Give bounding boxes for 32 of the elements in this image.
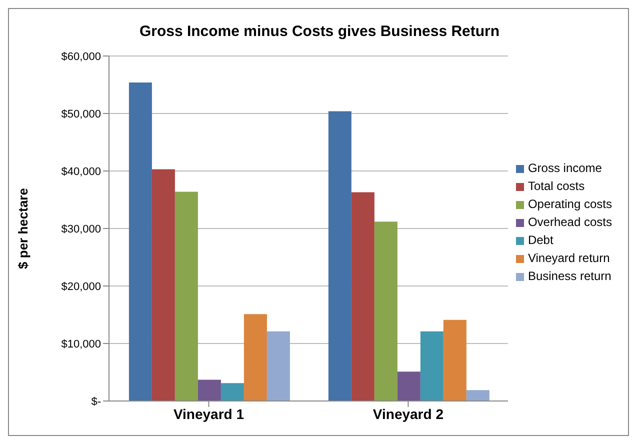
bar — [244, 314, 267, 401]
legend-label: Overhead costs — [528, 215, 612, 229]
bar — [266, 331, 290, 401]
bar — [443, 320, 466, 401]
bar — [420, 331, 444, 401]
bar — [351, 192, 374, 401]
x-tick-label: Vineyard 1 — [173, 406, 244, 422]
bar — [328, 111, 352, 401]
bar — [220, 383, 244, 401]
legend-label: Vineyard return — [528, 251, 610, 265]
legend-label: Operating costs — [528, 197, 612, 211]
bar — [198, 380, 221, 401]
chart-title: Gross Income minus Costs gives Business Return — [138, 23, 501, 40]
bar — [374, 222, 398, 401]
bar — [174, 192, 198, 401]
y-tick-label: $- — [91, 396, 102, 408]
bar — [466, 390, 490, 401]
y-tick-label: $50,000 — [61, 108, 101, 120]
bar — [397, 372, 420, 401]
bar — [128, 82, 152, 401]
legend-label: Gross income — [528, 161, 602, 175]
x-tick-label: Vineyard 2 — [372, 406, 444, 422]
legend-label: Business return — [528, 269, 612, 283]
legend-label: Debt — [528, 233, 554, 247]
bar — [152, 169, 175, 401]
y-tick-label: $40,000 — [61, 166, 101, 178]
y-tick-label: $20,000 — [61, 280, 101, 293]
y-tick-label: $10,000 — [61, 338, 101, 350]
y-tick-label: $60,000 — [61, 50, 101, 63]
legend-label: Total costs — [528, 179, 585, 193]
y-axis-title: $ per hectare — [16, 188, 31, 269]
y-tick-label: $30,000 — [61, 223, 101, 236]
